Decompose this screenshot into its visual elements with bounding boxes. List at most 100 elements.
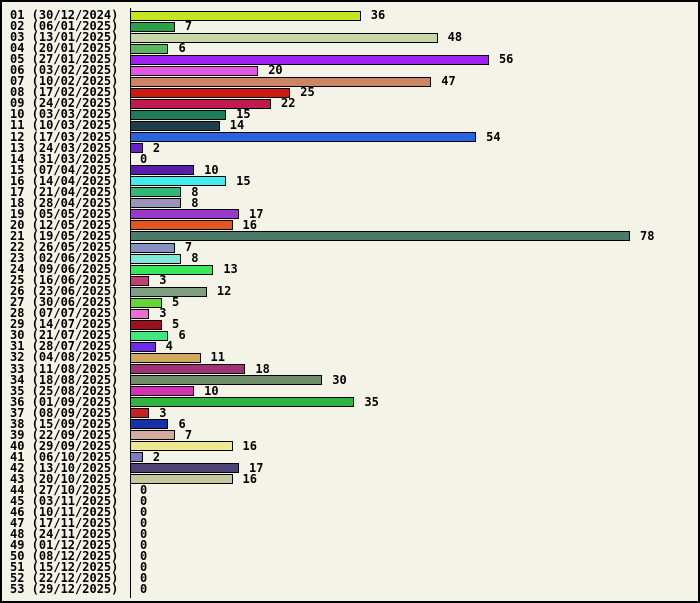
chart-row: 34 (18/08/2025) 30 — [2, 374, 698, 386]
chart-row: 51 (15/12/2025) 0 — [2, 560, 698, 575]
week-label: 02 (06/01/2025) — [10, 19, 119, 34]
week-label: 37 (08/09/2025) — [10, 405, 119, 420]
week-label: 28 (07/07/2025) — [10, 306, 119, 321]
value-label: 15 — [236, 107, 251, 122]
value-label: 10 — [204, 162, 219, 177]
bar — [130, 452, 143, 463]
value-label: 3 — [159, 405, 167, 420]
bar — [130, 132, 477, 143]
value-label: 16 — [242, 217, 257, 232]
value-label: 0 — [140, 494, 148, 509]
value-label: 48 — [447, 30, 463, 45]
week-label: 40 (29/09/2025) — [10, 438, 119, 453]
chart-row: 39 (22/09/2025) 7 — [2, 427, 698, 442]
value-label: 3 — [159, 306, 167, 321]
bar — [130, 176, 227, 187]
chart-row: 05 (27/01/2025) 56 — [2, 52, 698, 67]
chart-row: 14 (31/03/2025) 0 — [2, 151, 698, 166]
value-label: 56 — [498, 52, 514, 67]
value-label: 18 — [255, 361, 270, 376]
bar — [130, 430, 175, 441]
chart-row: 12 (17/03/2025) 54 — [2, 129, 698, 144]
bar — [130, 330, 169, 341]
chart-row: 44 (27/10/2025) 0 — [2, 483, 698, 498]
value-label: 12 — [216, 284, 232, 299]
chart-row: 28 (07/07/2025) 3 — [2, 306, 698, 321]
week-label: 51 (15/12/2025) — [10, 560, 119, 575]
value-label: 22 — [281, 96, 296, 111]
value-label: 17 — [248, 206, 264, 221]
value-label: 54 — [486, 129, 501, 144]
chart-row: 43 (20/10/2025) 16 — [2, 471, 698, 486]
chart-row: 18 (28/04/2025) 8 — [2, 195, 698, 210]
value-label: 8 — [191, 195, 199, 210]
chart-row: 35 (25/08/2025) 10 — [2, 383, 698, 398]
week-label: 31 (28/07/2025) — [10, 339, 119, 354]
chart-row: 40 (29/09/2025) 16 — [2, 438, 698, 453]
week-label: 16 (14/04/2025) — [10, 173, 119, 188]
week-label: 29 (14/07/2025) — [10, 317, 119, 332]
week-label: 17 (21/04/2025) — [10, 184, 119, 199]
week-label: 07 (10/02/2025) — [10, 74, 119, 89]
bar — [130, 21, 175, 32]
chart-row: 38 (15/09/2025) 6 — [2, 418, 698, 430]
bar — [130, 264, 214, 275]
value-label: 3 — [159, 273, 167, 288]
chart-row: 03 (13/01/2025) 48 — [2, 30, 698, 45]
week-label: 11 (10/03/2025) — [10, 118, 119, 133]
value-label: 16 — [242, 438, 257, 453]
bar — [130, 441, 233, 452]
week-label: 19 (05/05/2025) — [10, 206, 119, 221]
chart-row: 09 (24/02/2025) 22 — [2, 96, 698, 111]
chart-row: 13 (24/03/2025) 2 — [2, 140, 698, 155]
bar — [130, 419, 169, 430]
bar — [130, 341, 156, 352]
week-label: 18 (28/04/2025) — [10, 195, 119, 210]
bar — [130, 408, 150, 419]
bar — [130, 109, 227, 120]
bar — [130, 120, 220, 131]
chart-row: 53 (29/12/2025) 0 — [2, 583, 698, 595]
week-label: 03 (13/01/2025) — [10, 30, 119, 45]
week-label: 24 (09/06/2025) — [10, 262, 119, 277]
value-label: 25 — [300, 85, 315, 100]
chart-row: 52 (22/12/2025) 0 — [2, 572, 698, 584]
value-label: 0 — [140, 151, 148, 166]
week-label: 43 (20/10/2025) — [10, 471, 119, 486]
bar — [130, 297, 163, 308]
value-label: 7 — [184, 427, 193, 442]
chart-row: 42 (13/10/2025) 17 — [2, 462, 698, 474]
value-label: 35 — [364, 394, 379, 409]
value-label: 8 — [191, 184, 199, 199]
bar — [130, 375, 323, 386]
chart-row: 46 (10/11/2025) 0 — [2, 505, 698, 520]
value-label: 4 — [165, 339, 173, 354]
value-label: 0 — [140, 516, 148, 531]
chart-row: 21 (19/05/2025) 78 — [2, 230, 698, 242]
chart-row: 11 (10/03/2025) 14 — [2, 118, 698, 133]
bar — [130, 397, 355, 408]
bar — [130, 463, 239, 474]
bar — [130, 76, 432, 87]
week-label: 01 (30/12/2024) — [10, 8, 119, 23]
week-label: 06 (03/02/2025) — [10, 63, 119, 78]
bar — [130, 474, 233, 485]
week-label: 12 (17/03/2025) — [10, 129, 119, 144]
bar — [130, 98, 272, 109]
week-label: 08 (17/02/2025) — [10, 85, 119, 100]
chart-row: 17 (21/04/2025) 8 — [2, 184, 698, 199]
chart-row: 27 (30/06/2025) 5 — [2, 296, 698, 308]
week-label: 39 (22/09/2025) — [10, 427, 119, 442]
value-label: 14 — [229, 118, 245, 133]
value-label: 2 — [152, 140, 161, 155]
chart-row: 16 (14/04/2025) 15 — [2, 173, 698, 188]
week-label: 46 (10/11/2025) — [10, 505, 119, 520]
week-label: 44 (27/10/2025) — [10, 483, 119, 498]
bar — [130, 275, 150, 286]
bar — [130, 165, 195, 176]
week-label: 49 (01/12/2025) — [10, 538, 119, 553]
week-label: 22 (26/05/2025) — [10, 240, 119, 254]
value-label: 36 — [370, 8, 386, 23]
value-label: 10 — [204, 383, 219, 398]
